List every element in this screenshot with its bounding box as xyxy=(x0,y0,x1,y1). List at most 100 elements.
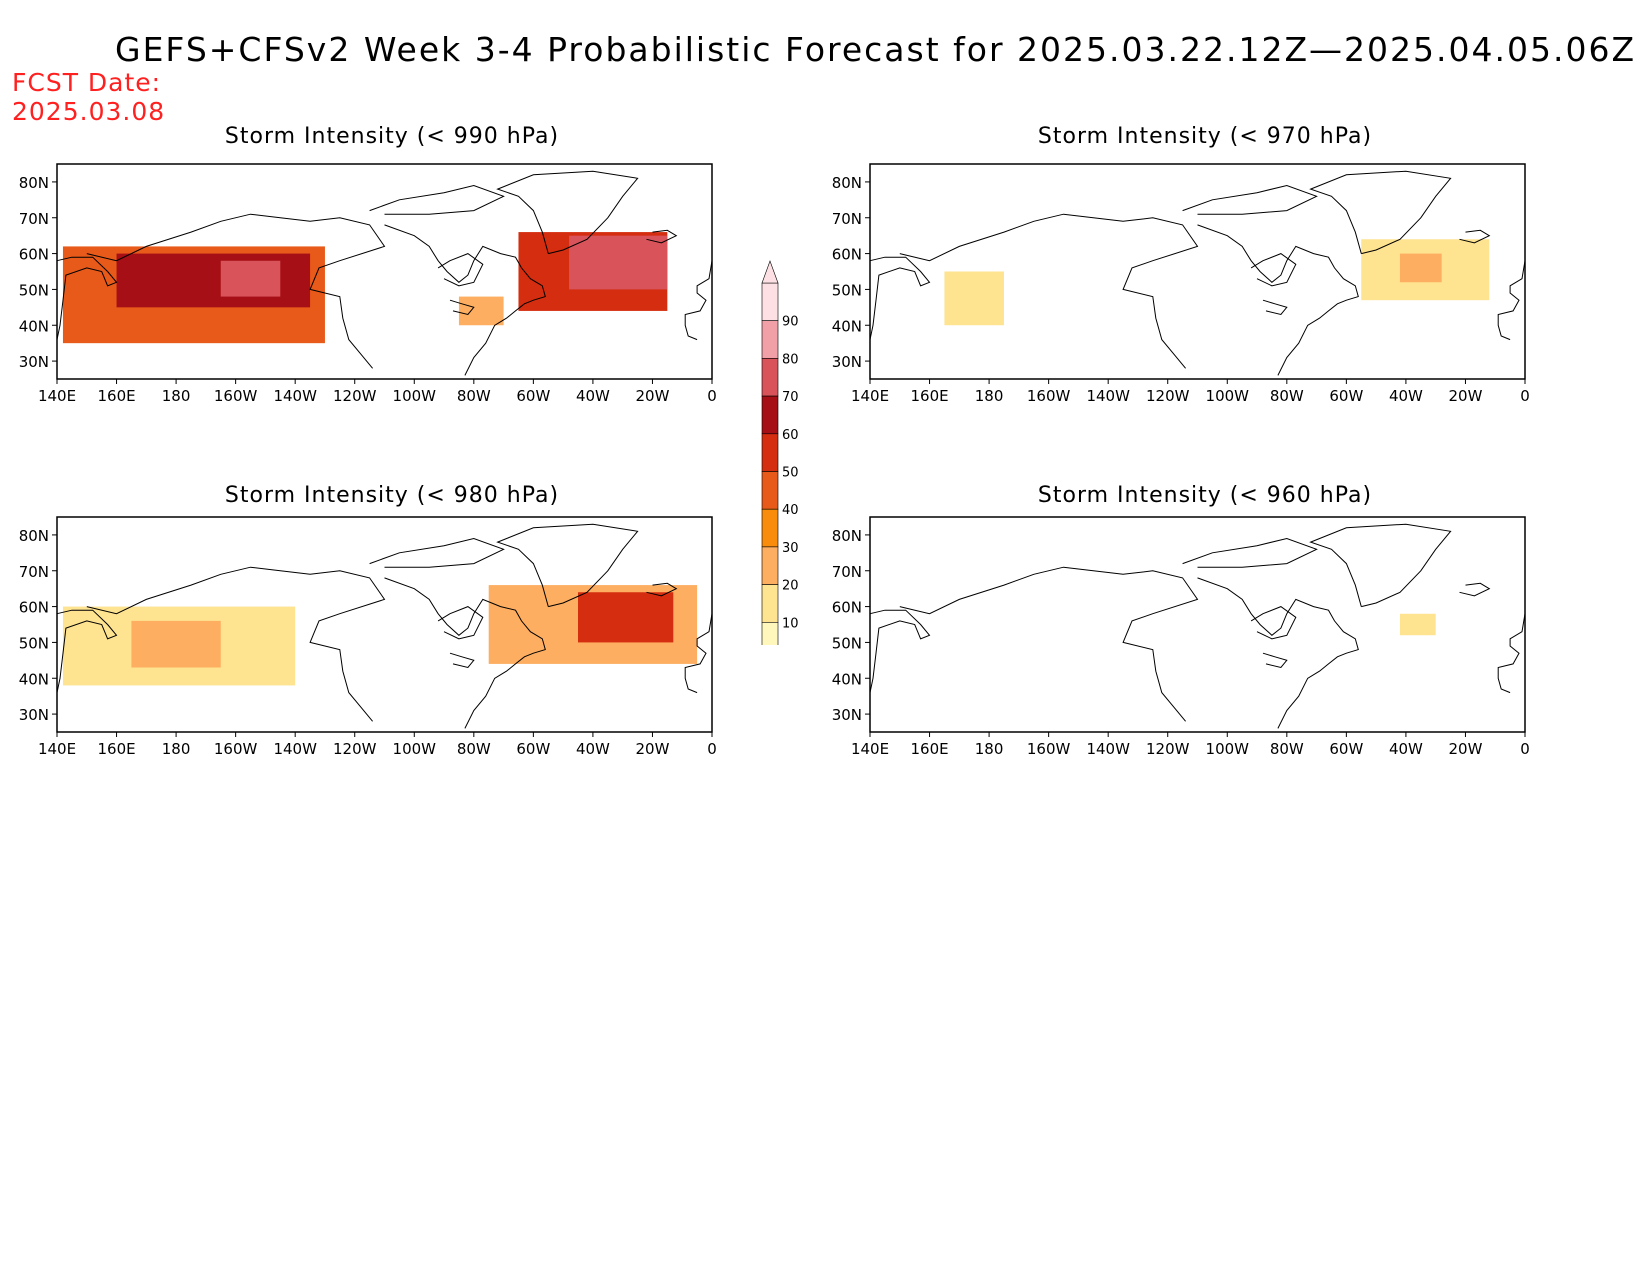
map-panel-960: 80N 70N 60N 50N 40N 30N 140E 160E 180 160W 140W 120… xyxy=(832,516,1530,758)
lon-tick-label: 160W xyxy=(1027,740,1071,758)
lat-tick-label: 30N xyxy=(19,353,49,371)
lat-tick-label: 30N xyxy=(832,706,862,724)
lat-tick-label: 70N xyxy=(832,563,862,581)
lon-tick-label: 160E xyxy=(97,740,135,758)
forecast-date-value: 2025.03.08 xyxy=(12,97,166,126)
coastline xyxy=(496,523,639,608)
lon-tick-label: 140W xyxy=(1086,387,1130,405)
lon-tick-label: 160E xyxy=(910,740,948,758)
lon-tick-label: 100W xyxy=(393,387,437,405)
panel-title-980: Storm Intensity (< 980 hPa) xyxy=(224,483,560,508)
lon-tick-label: 160W xyxy=(1027,387,1071,405)
lon-tick-label: 100W xyxy=(1206,740,1250,758)
coastline xyxy=(369,184,505,215)
lon-tick-label: 140E xyxy=(851,387,889,405)
coastline xyxy=(86,566,386,722)
coastlines xyxy=(56,523,713,729)
probability-colorbar: 10 20 30 40 50 60 70 80 90 xyxy=(761,260,799,645)
main-title: GEFS+CFSv2 Week 3-4 Probabilistic Foreca… xyxy=(115,30,1637,69)
coastline xyxy=(384,224,546,376)
lat-tick-label: 40N xyxy=(832,670,862,688)
probability-cell xyxy=(131,620,221,668)
coastline xyxy=(496,170,639,255)
map-panel-970: 80N 70N 60N 50N 40N 30N 140E 160E 180 160W 140W 120… xyxy=(832,163,1530,405)
colorbar-segment xyxy=(761,508,779,548)
coastline xyxy=(437,606,484,640)
coastlines xyxy=(869,170,1526,376)
lon-tick-label: 140E xyxy=(38,387,76,405)
probability-cell xyxy=(1399,253,1442,283)
lat-tick-label: 60N xyxy=(19,246,49,264)
lat-tick-label: 70N xyxy=(19,210,49,228)
lon-tick-label: 40W xyxy=(1389,387,1423,405)
lat-tick-label: 40N xyxy=(19,317,49,335)
coastline xyxy=(1497,260,1526,341)
lon-tick-label: 180 xyxy=(975,740,1004,758)
lon-tick-label: 20W xyxy=(1448,740,1482,758)
forecast-date-block: FCST Date: 2025.03.08 xyxy=(12,68,165,126)
coastline xyxy=(1182,184,1318,215)
lat-tick-label: 80N xyxy=(19,527,49,545)
lon-tick-label: 40W xyxy=(1389,740,1423,758)
lon-tick-label: 160W xyxy=(214,387,258,405)
probability-field xyxy=(62,232,668,344)
probability-field xyxy=(62,585,698,686)
colorbar-segment xyxy=(761,471,779,510)
coastline xyxy=(1459,582,1491,597)
colorbar-tick-label: 80 xyxy=(782,352,799,367)
lon-tick-label: 180 xyxy=(162,740,191,758)
coastline xyxy=(1250,606,1297,640)
colorbar-tick-label: 50 xyxy=(782,466,799,481)
coastline xyxy=(437,253,484,287)
lon-tick-label: 20W xyxy=(635,740,669,758)
probability-cell xyxy=(578,592,674,643)
colorbar-segment xyxy=(761,621,779,645)
colorbar-tick-label: 30 xyxy=(782,541,799,556)
lon-tick-label: 0 xyxy=(707,387,717,405)
coastline xyxy=(1197,224,1359,376)
lat-tick-label: 30N xyxy=(19,706,49,724)
lat-tick-label: 50N xyxy=(19,281,49,299)
coastlines xyxy=(56,170,713,376)
lat-tick-label: 60N xyxy=(832,599,862,617)
colorbar-tick-label: 90 xyxy=(782,315,799,330)
lon-tick-label: 80W xyxy=(1270,740,1304,758)
coastline xyxy=(1459,229,1491,244)
panel-title-970: Storm Intensity (< 970 hPa) xyxy=(1037,124,1373,149)
plot-frame xyxy=(56,163,713,380)
lon-tick-label: 60W xyxy=(1329,740,1363,758)
lon-tick-label: 120W xyxy=(333,740,377,758)
colorbar-tick-label: 10 xyxy=(782,616,799,631)
lat-tick-label: 40N xyxy=(19,670,49,688)
lon-tick-label: 140W xyxy=(273,740,317,758)
lon-tick-label: 80W xyxy=(457,387,491,405)
lat-tick-label: 70N xyxy=(832,210,862,228)
coastline xyxy=(449,652,475,669)
lon-tick-label: 160E xyxy=(97,387,135,405)
lon-tick-label: 120W xyxy=(1146,387,1190,405)
lon-tick-label: 60W xyxy=(1329,387,1363,405)
lat-tick-label: 50N xyxy=(832,634,862,652)
lat-tick-label: 80N xyxy=(832,174,862,192)
lat-tick-label: 40N xyxy=(832,317,862,335)
coastline xyxy=(899,213,1199,369)
lat-tick-label: 60N xyxy=(832,246,862,264)
lon-tick-label: 120W xyxy=(333,387,377,405)
lon-tick-label: 0 xyxy=(707,740,717,758)
colorbar-segment xyxy=(761,433,779,472)
coastline xyxy=(384,577,546,729)
coastline xyxy=(86,213,386,369)
probability-cell xyxy=(220,260,281,297)
probability-cell xyxy=(944,271,1004,326)
lon-tick-label: 140W xyxy=(1086,740,1130,758)
colorbar-segment xyxy=(761,320,779,359)
lon-tick-label: 0 xyxy=(1520,387,1530,405)
coastline xyxy=(56,609,118,693)
lat-tick-label: 50N xyxy=(832,281,862,299)
colorbar-tick-label: 70 xyxy=(782,390,799,405)
lon-tick-label: 180 xyxy=(975,387,1004,405)
lon-tick-label: 140W xyxy=(273,387,317,405)
lon-tick-label: 140E xyxy=(851,740,889,758)
coastline xyxy=(869,256,931,340)
lon-tick-label: 100W xyxy=(393,740,437,758)
